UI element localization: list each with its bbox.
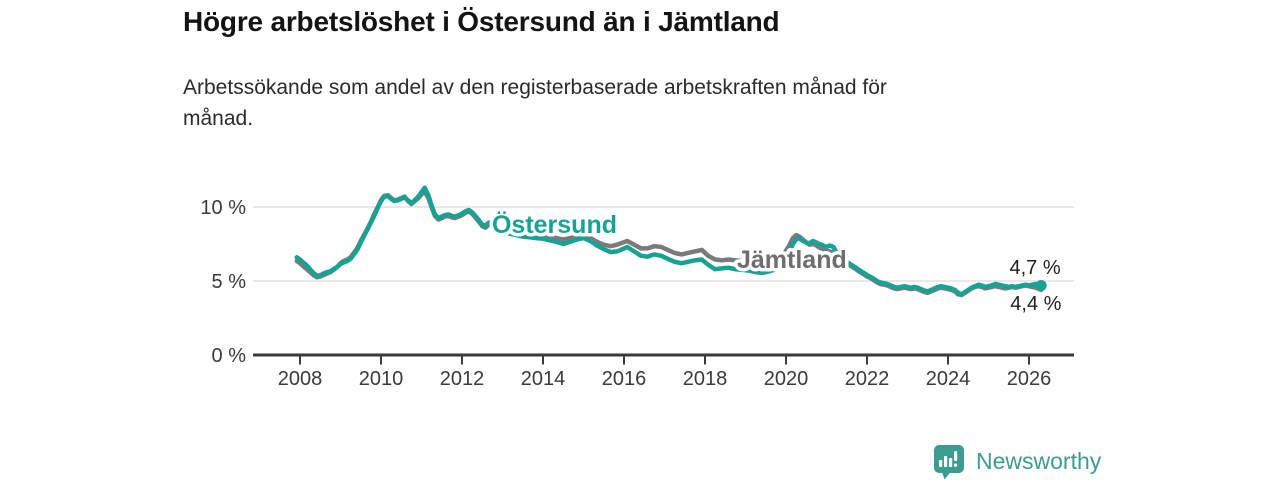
x-tick-label: 2018 — [683, 368, 728, 390]
annotation--stersund: Östersund — [492, 210, 617, 239]
annotation-j-mtland: Jämtland — [737, 246, 847, 274]
chart-title: Högre arbetslöshet i Östersund än i Jämt… — [183, 6, 780, 37]
newsworthy-wordmark: Newsworthy — [976, 447, 1102, 474]
newsworthy-logo: Newsworthy — [931, 443, 1101, 479]
x-tick-label: 2014 — [521, 368, 566, 390]
y-tick-label: 10 % — [200, 197, 246, 219]
x-tick-label: 2024 — [926, 368, 971, 390]
x-tick-label: 2020 — [764, 368, 809, 390]
x-tick-label: 2016 — [602, 368, 647, 390]
series-line-östersund — [294, 185, 1044, 297]
x-tick-label: 2012 — [440, 368, 485, 390]
x-axis: 2008 2010 2012 2014 2016 2018 2020 2022 2024 2026 — [253, 353, 1074, 390]
chart-subtitle-line1: Arbetssökande som andel av den registerb… — [183, 76, 887, 99]
annotation-4-4-: 4,4 % — [1010, 293, 1061, 315]
x-tick-label: 2026 — [1007, 368, 1052, 390]
chart-subtitle-line2: månad. — [183, 107, 254, 130]
y-tick-label: 0 % — [212, 345, 247, 367]
annotation-4-7-: 4,7 % — [1009, 257, 1060, 279]
newsworthy-bar-chart-icon — [934, 444, 964, 479]
x-tick-label: 2008 — [278, 368, 323, 390]
gridlines — [253, 206, 1074, 282]
y-axis-labels: 0 % 5 % 10 % — [200, 197, 246, 367]
chart-subtitle: Arbetssökande som andel av den registerb… — [183, 72, 887, 134]
y-tick-label: 5 % — [212, 271, 247, 293]
x-tick-label: 2010 — [359, 368, 404, 390]
x-tick-label: 2022 — [845, 368, 890, 390]
series-end-dot-östersund — [1035, 279, 1047, 291]
